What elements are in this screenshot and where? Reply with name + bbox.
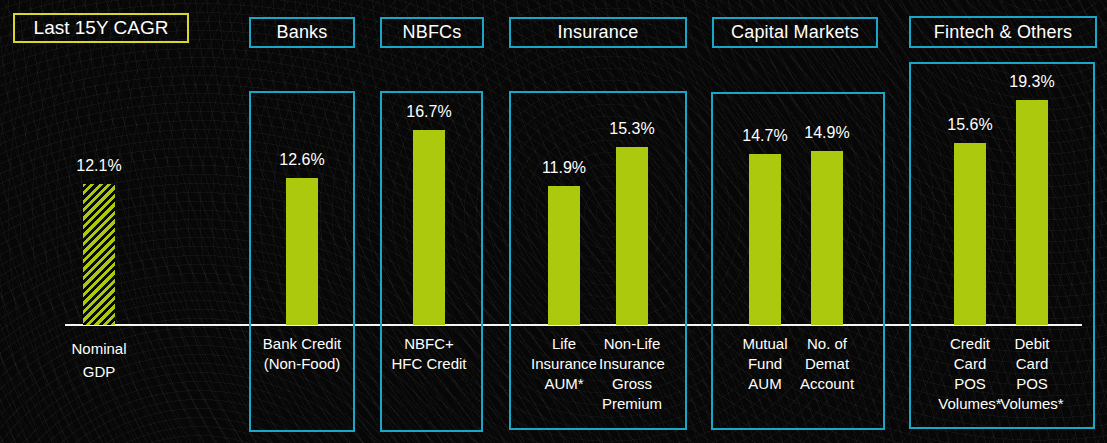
bar-bank-credit-non-food [286,178,318,325]
chart-title: Last 15Y CAGR [34,17,169,39]
section-header-banks: Banks [249,17,355,48]
chart-title-box: Last 15Y CAGR [13,13,189,43]
bar-nominal-gdp [83,184,115,325]
category-line: Insurance [584,354,680,374]
section-header-insurance: Insurance [509,17,687,48]
section-header-nbfcs: NBFCs [380,17,484,48]
section-header-label: Fintech & Others [934,22,1072,43]
category-line: Card [984,354,1080,374]
category-line: NBFC+ [381,334,477,354]
category-line: Account [779,374,875,394]
bar-category-label: Non-LifeInsuranceGrossPremium [584,334,680,414]
bar-value-label: 12.1% [59,157,139,175]
bar-value-label: 15.6% [930,116,1010,134]
bar-category-label: NBFC+HFC Credit [381,334,477,374]
category-line: Premium [584,394,680,414]
bar-value-label: 14.9% [787,124,867,142]
category-line: Volumes* [984,394,1080,414]
category-line: (Non-Food) [254,354,350,374]
bar-category-label: No. ofDematAccount [779,334,875,394]
category-line: Non-Life [584,334,680,354]
category-line: Demat [779,354,875,374]
category-line: Bank Credit [254,334,350,354]
category-line: POS [984,374,1080,394]
bar-nbfc-hfc-credit [413,130,445,325]
bar-mutual-fund-aum [749,154,781,325]
bar-debit-card-pos-volumes [1016,100,1048,325]
bar-value-label: 11.9% [524,159,604,177]
bar-value-label: 19.3% [992,73,1072,91]
section-header-fintech-others: Fintech & Others [909,16,1097,48]
category-line: Nominal [51,337,147,360]
section-header-label: Insurance [558,22,639,43]
bar-credit-card-pos-volumes [954,143,986,325]
category-line: HFC Credit [381,354,477,374]
bar-value-label: 16.7% [389,103,469,121]
category-line: No. of [779,334,875,354]
bar-category-label: DebitCardPOSVolumes* [984,334,1080,414]
bar-no-of-demat-account [811,151,843,325]
bar-life-insurance-aum [548,186,580,325]
bar-non-life-insurance-gross-premium [616,147,648,325]
section-header-label: NBFCs [403,22,462,43]
bar-value-label: 12.6% [262,151,342,169]
category-line: Debit [984,334,1080,354]
category-line: GDP [51,360,147,383]
slide-canvas: Last 15Y CAGR 12.1% NominalGDP Banks 12.6% B… [0,0,1107,443]
section-header-label: Banks [276,22,327,43]
section-header-label: Capital Markets [731,22,859,43]
category-line: Gross [584,374,680,394]
bar-category-label: NominalGDP [51,337,147,383]
section-header-capital-markets: Capital Markets [712,17,878,48]
bar-category-label: Bank Credit(Non-Food) [254,334,350,374]
bar-value-label: 15.3% [592,120,672,138]
